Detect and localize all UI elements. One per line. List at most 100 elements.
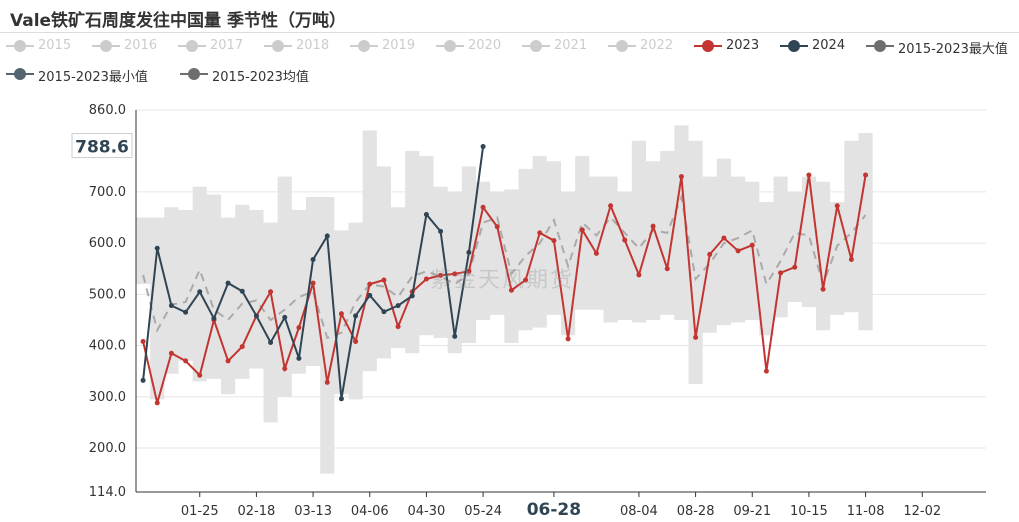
data-point-2023	[820, 286, 826, 292]
data-point-2024	[211, 315, 217, 321]
data-point-2023	[282, 366, 288, 372]
circle-line-icon	[694, 40, 722, 52]
data-point-2023	[678, 174, 684, 180]
x-tick-label: 04-06	[351, 504, 389, 519]
title-divider	[0, 32, 1019, 33]
data-point-2023	[338, 311, 344, 317]
data-point-2023	[721, 235, 727, 241]
data-point-2023	[537, 230, 543, 236]
data-point-2023	[466, 268, 472, 274]
data-point-2023	[197, 372, 203, 378]
data-point-2023	[778, 270, 784, 276]
data-point-2024	[183, 309, 189, 315]
data-point-2023	[296, 325, 302, 331]
legend-label: 2019	[382, 38, 416, 53]
legend-label: 2024	[812, 38, 846, 53]
data-point-2024	[225, 280, 231, 286]
y-tick-label: 860.0	[89, 103, 126, 118]
data-point-2024	[338, 396, 344, 402]
data-point-2024	[367, 292, 373, 298]
x-tick-label: 08-28	[677, 504, 715, 519]
data-point-2023	[622, 237, 628, 243]
circle-line-icon	[6, 68, 34, 80]
x-tick-label: 05-24	[464, 504, 502, 519]
data-point-2023	[381, 277, 387, 283]
data-point-2023	[806, 172, 812, 178]
y-tick-label: 114.0	[89, 485, 126, 500]
data-point-2024	[296, 355, 302, 361]
legend-label: 2016	[124, 38, 158, 53]
legend-label: 2020	[468, 38, 502, 53]
data-point-2023	[650, 223, 656, 229]
legend-label: 2015-2023最小值	[38, 70, 148, 85]
data-point-2024	[324, 233, 330, 239]
circle-line-icon	[178, 40, 206, 52]
data-point-2023	[863, 172, 869, 178]
y-tick-label: 400.0	[89, 339, 126, 354]
data-point-2023	[183, 358, 189, 364]
y-tick-label: 200.0	[89, 441, 126, 456]
data-point-2023	[551, 238, 557, 244]
x-tick-label: 11-08	[847, 504, 885, 519]
data-point-2023	[636, 272, 642, 278]
data-point-2023	[239, 344, 245, 350]
data-point-2024	[480, 144, 486, 150]
data-point-2023	[693, 334, 699, 340]
axis-pointer-value: 788.6	[75, 138, 129, 158]
data-point-2024	[168, 303, 174, 309]
data-point-2023	[749, 242, 755, 248]
data-point-2024	[438, 228, 444, 234]
y-tick-label: 600.0	[89, 236, 126, 251]
legend-label: 2021	[554, 38, 588, 53]
data-point-2024	[268, 339, 274, 345]
min-max-band	[136, 125, 873, 474]
chart-title: Vale铁矿石周度发往中国量 季节性（万吨）	[10, 11, 346, 31]
data-point-2023	[565, 336, 571, 342]
data-point-2024	[197, 289, 203, 295]
legend-label: 2022	[640, 38, 674, 53]
circle-line-icon	[350, 40, 378, 52]
circle-line-icon	[92, 40, 120, 52]
data-point-2023	[324, 379, 330, 385]
data-point-2024	[381, 309, 387, 315]
data-point-2024	[409, 293, 415, 299]
chart-legend: 2015 2016 2017 2018 2019 2020 2021 2022 2023 2024…	[0, 36, 1019, 88]
data-point-2023	[707, 251, 713, 257]
x-tick-label: 10-15	[790, 504, 828, 519]
legend-label: 2017	[210, 38, 244, 53]
circle-line-icon	[866, 40, 894, 52]
watermark: 紫金天风期货	[430, 268, 575, 293]
circle-line-icon	[780, 40, 808, 52]
data-point-2023	[168, 350, 174, 356]
legend-label: 2015-2023均值	[212, 70, 309, 85]
data-point-2023	[664, 266, 670, 272]
data-point-2024	[353, 313, 359, 319]
y-tick-label: 300.0	[89, 390, 126, 405]
data-point-2024	[253, 313, 259, 319]
data-point-2023	[480, 204, 486, 210]
x-tick-label: 03-13	[294, 504, 332, 519]
circle-line-icon	[6, 40, 34, 52]
x-tick-label: 02-18	[238, 504, 276, 519]
circle-line-icon	[522, 40, 550, 52]
data-point-2023	[452, 271, 458, 277]
data-point-2023	[792, 264, 798, 270]
data-point-2023	[438, 272, 444, 278]
data-point-2024	[310, 257, 316, 263]
data-point-2023	[268, 289, 274, 295]
data-point-2024	[423, 211, 429, 217]
data-point-2023	[579, 227, 585, 233]
data-point-2023	[523, 277, 529, 283]
data-point-2024	[140, 377, 146, 383]
data-point-2023	[848, 257, 854, 263]
data-point-2023	[763, 368, 769, 374]
data-point-2024	[154, 245, 160, 251]
data-point-2024	[282, 314, 288, 320]
data-point-2023	[508, 287, 514, 293]
data-point-2023	[608, 203, 614, 209]
data-point-2024	[239, 288, 245, 294]
x-tick-label: 01-25	[181, 504, 219, 519]
axis-pointer-box	[71, 133, 133, 159]
x-tick-label: 12-02	[903, 504, 941, 519]
